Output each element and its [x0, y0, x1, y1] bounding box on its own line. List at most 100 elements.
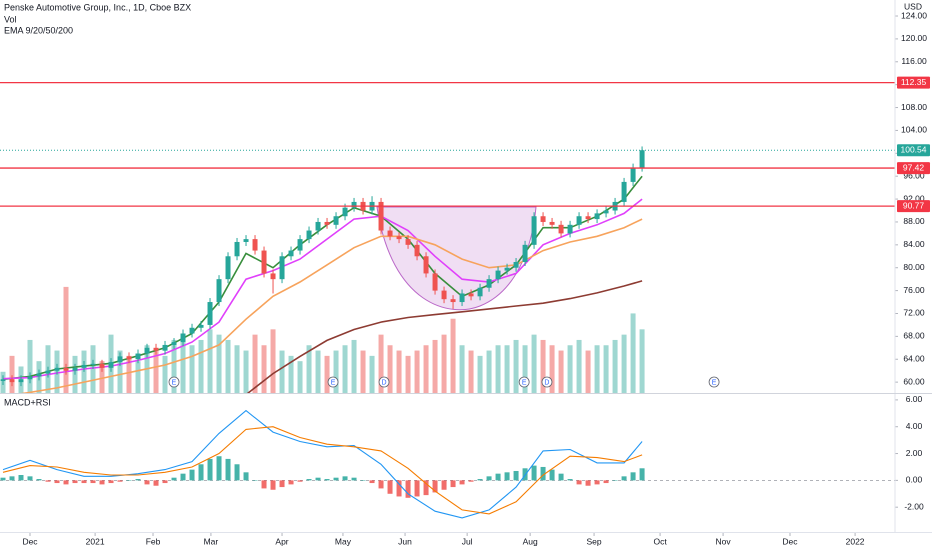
candle-body [243, 239, 249, 242]
y-tick-label: 92.00 [903, 193, 925, 203]
x-tick-label: Jun [398, 536, 412, 546]
volume-bar [216, 334, 222, 393]
candle-body [279, 256, 285, 280]
candle-body [189, 327, 195, 334]
histogram-bar [45, 480, 51, 482]
y-tick-label: 96.00 [903, 170, 925, 180]
volume-bar [549, 345, 555, 393]
level-label: 112.35 [901, 77, 927, 87]
histogram-bar [315, 477, 321, 481]
candle-body [18, 379, 24, 383]
histogram-bar [108, 480, 114, 484]
histogram-bar [639, 468, 645, 481]
x-tick-label: Mar [204, 536, 219, 546]
level-label: 97.42 [903, 162, 925, 172]
histogram-bar [396, 480, 402, 497]
volume-bar [504, 345, 510, 393]
candle-body [405, 239, 411, 245]
volume-bar [207, 329, 213, 393]
candle-body [315, 221, 321, 231]
y-tick-label: 84.00 [903, 239, 925, 249]
histogram-bar [207, 458, 213, 481]
histogram-bar [90, 480, 96, 484]
indicator-label: EMA 9/20/50/200 [4, 25, 73, 35]
volume-bar [126, 355, 132, 393]
histogram-bar [513, 470, 519, 481]
x-tick-label: Feb [146, 536, 161, 546]
volume-bar [135, 361, 141, 393]
candle-body [630, 167, 636, 182]
histogram-bar [576, 480, 582, 485]
volume-bar [513, 339, 519, 393]
volume-bar [441, 334, 447, 393]
candle-body [621, 181, 627, 202]
volume-bar [558, 350, 564, 393]
x-tick-label: Sep [587, 536, 602, 546]
volume-bar [468, 350, 474, 393]
y-tick-label: 60.00 [903, 376, 925, 386]
volume-bar [9, 355, 15, 393]
histogram-bar [567, 479, 573, 481]
event-marker [327, 376, 339, 388]
histogram-bar [279, 480, 285, 488]
volume-bar [531, 334, 537, 393]
histogram-bar [414, 480, 420, 497]
candle-body [27, 376, 33, 380]
candle-body [0, 379, 6, 381]
candle-body [207, 302, 213, 325]
histogram-bar [162, 480, 168, 484]
volume-bar [324, 355, 330, 393]
histogram-bar [198, 464, 204, 481]
candle-body [144, 347, 150, 354]
histogram-bar [225, 458, 231, 481]
candle-body [495, 270, 501, 280]
volume-bar [459, 345, 465, 393]
histogram-bar [153, 480, 159, 486]
volume-bar [450, 318, 456, 393]
candle-body [225, 256, 231, 280]
candle-body [594, 213, 600, 220]
histogram-bar [72, 480, 78, 484]
volume-bar [594, 345, 600, 393]
volume-bar [333, 350, 339, 393]
histogram-bar [360, 480, 366, 481]
candle-body [45, 370, 51, 374]
candle-body [504, 267, 510, 271]
candle-body [81, 364, 87, 368]
candle-body [468, 293, 474, 297]
histogram-bar [387, 480, 393, 494]
histogram-bar [270, 480, 276, 490]
candle-body [441, 290, 447, 300]
histogram-bar [0, 477, 6, 481]
volume-bar [612, 339, 618, 393]
candle-body [216, 279, 222, 303]
candle-body [324, 221, 330, 225]
cup-pattern [376, 206, 537, 311]
histogram-bar [54, 480, 60, 484]
y-tick-label: 124.00 [901, 10, 927, 20]
volume-bar [567, 345, 573, 393]
histogram-bar [369, 480, 375, 484]
volume-bar [540, 339, 546, 393]
histogram-bar [594, 480, 600, 485]
x-tick-label: Jul [462, 536, 473, 546]
volume-bar [270, 329, 276, 393]
histogram-bar [189, 469, 195, 481]
candle-body [477, 287, 483, 297]
candle-body [162, 344, 168, 351]
histogram-bar [9, 476, 15, 481]
volume-bar [162, 355, 168, 393]
histogram-bar [297, 480, 303, 482]
indicator-label: Vol [4, 14, 17, 24]
event-label: E [172, 379, 177, 386]
volume-bar [180, 334, 186, 393]
candle-body [36, 373, 42, 377]
candle-body [522, 244, 528, 262]
level-badge [897, 162, 930, 175]
x-tick-label: Oct [653, 536, 667, 546]
chart-title: Penske Automotive Group, Inc., 1D, Cboe … [4, 2, 191, 12]
volume-bar [639, 329, 645, 393]
candle-body [558, 224, 564, 234]
